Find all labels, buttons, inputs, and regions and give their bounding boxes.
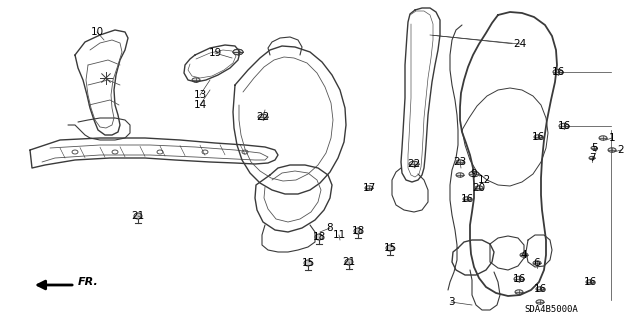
Ellipse shape (514, 276, 524, 282)
Text: 5: 5 (591, 143, 597, 153)
Text: 23: 23 (453, 157, 467, 167)
Ellipse shape (409, 161, 419, 167)
Text: 18: 18 (351, 226, 365, 236)
Ellipse shape (534, 135, 542, 139)
Text: 10: 10 (90, 27, 104, 37)
Ellipse shape (456, 160, 464, 164)
Text: 16: 16 (531, 132, 545, 142)
Ellipse shape (533, 261, 541, 265)
Ellipse shape (386, 245, 394, 251)
Text: 13: 13 (193, 90, 207, 100)
Text: 22: 22 (408, 159, 420, 169)
Text: 1: 1 (609, 133, 615, 143)
Ellipse shape (258, 114, 268, 120)
Text: 7: 7 (589, 153, 595, 163)
Text: 3: 3 (448, 297, 454, 307)
Text: 2: 2 (618, 145, 624, 155)
Text: 18: 18 (312, 232, 326, 242)
Text: 12: 12 (477, 175, 491, 185)
Ellipse shape (475, 186, 483, 190)
Ellipse shape (345, 259, 353, 265)
Ellipse shape (463, 197, 471, 201)
Text: 16: 16 (557, 121, 571, 131)
Ellipse shape (233, 49, 243, 55)
Ellipse shape (536, 300, 544, 304)
Ellipse shape (354, 228, 362, 234)
Text: 17: 17 (362, 183, 376, 193)
Ellipse shape (520, 253, 528, 257)
Text: 19: 19 (209, 48, 221, 58)
Ellipse shape (589, 156, 595, 160)
Text: 6: 6 (534, 258, 540, 268)
Text: 15: 15 (301, 258, 315, 268)
Ellipse shape (233, 49, 243, 55)
Ellipse shape (599, 136, 607, 140)
Text: 16: 16 (513, 274, 525, 284)
Ellipse shape (365, 186, 373, 190)
Text: 16: 16 (460, 194, 474, 204)
Ellipse shape (553, 69, 563, 75)
Ellipse shape (591, 146, 597, 150)
Text: 14: 14 (193, 100, 207, 110)
Text: 9: 9 (470, 169, 477, 179)
Text: 11: 11 (332, 230, 346, 240)
Ellipse shape (608, 148, 616, 152)
Text: SDA4B5000A: SDA4B5000A (524, 306, 578, 315)
Ellipse shape (536, 287, 544, 291)
Text: 15: 15 (383, 243, 397, 253)
Text: 16: 16 (533, 284, 547, 294)
Ellipse shape (304, 260, 312, 266)
Text: 4: 4 (521, 250, 527, 260)
Text: 21: 21 (342, 257, 356, 267)
Ellipse shape (559, 123, 569, 129)
Ellipse shape (586, 280, 594, 284)
Text: 16: 16 (584, 277, 596, 287)
Ellipse shape (315, 234, 323, 240)
Ellipse shape (515, 290, 523, 294)
Ellipse shape (192, 78, 200, 82)
Text: 24: 24 (513, 39, 527, 49)
Ellipse shape (469, 171, 479, 177)
Ellipse shape (456, 173, 464, 177)
Text: 22: 22 (257, 112, 269, 122)
Text: 20: 20 (472, 183, 486, 193)
Text: 21: 21 (131, 211, 145, 221)
Text: FR.: FR. (78, 277, 99, 287)
Text: 8: 8 (326, 223, 333, 233)
Ellipse shape (134, 213, 142, 219)
Text: 16: 16 (552, 67, 564, 77)
